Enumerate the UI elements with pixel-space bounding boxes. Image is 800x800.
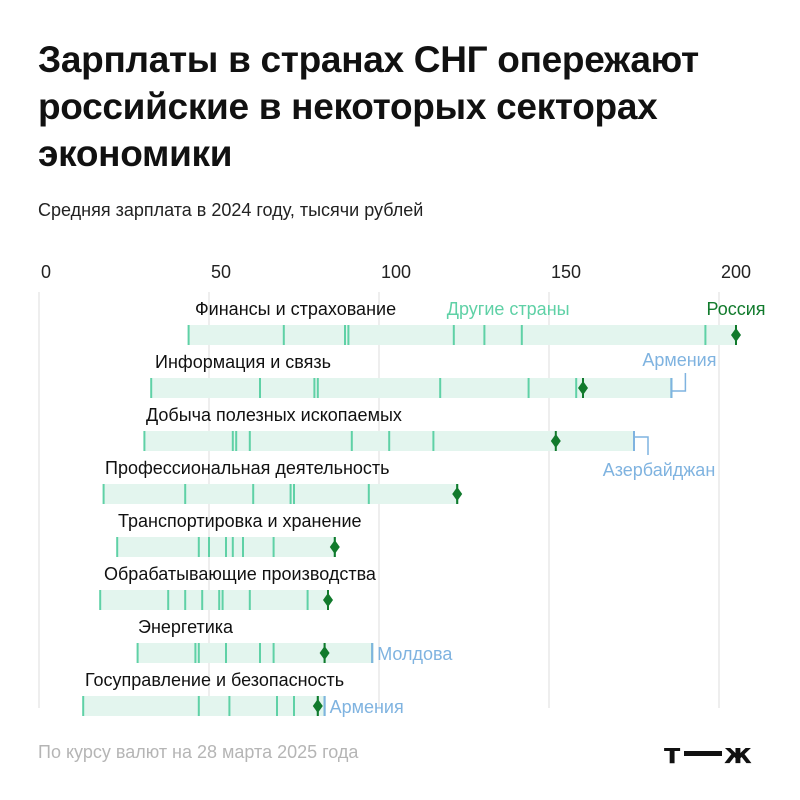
sector-label: Транспортировка и хранение: [118, 511, 362, 531]
sector-label: Профессиональная деятельность: [105, 458, 390, 478]
sector-label: Добыча полезных ископаемых: [146, 405, 402, 425]
sector-label: Энергетика: [138, 617, 234, 637]
sector-row: Профессиональная деятельность: [102, 458, 463, 504]
russia-marker: [731, 328, 741, 342]
x-tick-label: 100: [381, 262, 411, 282]
svg-text:ж: ж: [724, 737, 752, 770]
sector-row: Транспортировка и хранение: [116, 511, 362, 557]
sector-label: Госуправление и безопасность: [85, 670, 344, 690]
x-axis: 0 50 100 150 200: [41, 262, 751, 282]
highlight-label: Армения: [330, 697, 404, 717]
russia-marker: [578, 381, 588, 395]
sector-row: Финансы и страхование Другие страны Россия: [187, 299, 766, 345]
russia-marker: [550, 434, 561, 448]
highlight-label: Армения: [642, 350, 716, 370]
x-tick-label: 200: [721, 262, 751, 282]
range-band: [83, 696, 325, 716]
russia-marker: [323, 593, 333, 607]
range-band: [100, 590, 328, 610]
highlight-label: Азербайджан: [603, 460, 716, 480]
sector-row: Добыча полезных ископаемых Азербайджан: [143, 405, 716, 480]
range-band: [103, 484, 458, 504]
sector-label: Обрабатывающие производства: [104, 564, 377, 584]
x-tick-label: 0: [41, 262, 51, 282]
footnote: По курсу валют на 28 марта 2025 года: [38, 742, 359, 762]
svg-text:т: т: [664, 737, 681, 770]
legend-other-countries: Другие страны: [447, 299, 570, 319]
russia-marker: [312, 699, 323, 713]
sector-row: Обрабатывающие производства: [99, 564, 377, 610]
annotation-connector: [634, 436, 649, 455]
sector-rows: Финансы и страхование Другие страны Россия…: [82, 299, 766, 717]
range-band: [137, 643, 373, 663]
russia-marker: [452, 487, 463, 501]
legend-russia: Россия: [706, 299, 765, 319]
sector-row: Информация и связь Армения: [150, 350, 716, 398]
highlight-label: Молдова: [377, 644, 453, 664]
range-band: [151, 378, 672, 398]
annotation-connector: [671, 373, 687, 392]
x-tick-label: 150: [551, 262, 581, 282]
sector-label: Информация и связь: [155, 352, 331, 372]
sector-label: Финансы и страхование: [195, 299, 396, 319]
range-band: [188, 325, 737, 345]
chart-title: Зарплаты в странах СНГ опережают российс…: [38, 39, 699, 174]
russia-marker: [319, 646, 330, 660]
chart-subtitle: Средняя зарплата в 2024 году, тысячи руб…: [38, 200, 424, 220]
russia-marker: [329, 540, 340, 554]
x-tick-label: 50: [211, 262, 231, 282]
sector-row: Энергетика Молдова: [136, 617, 453, 664]
tzh-logo: т ж: [664, 736, 764, 781]
sector-row: Госуправление и безопасность Армения: [82, 670, 404, 717]
